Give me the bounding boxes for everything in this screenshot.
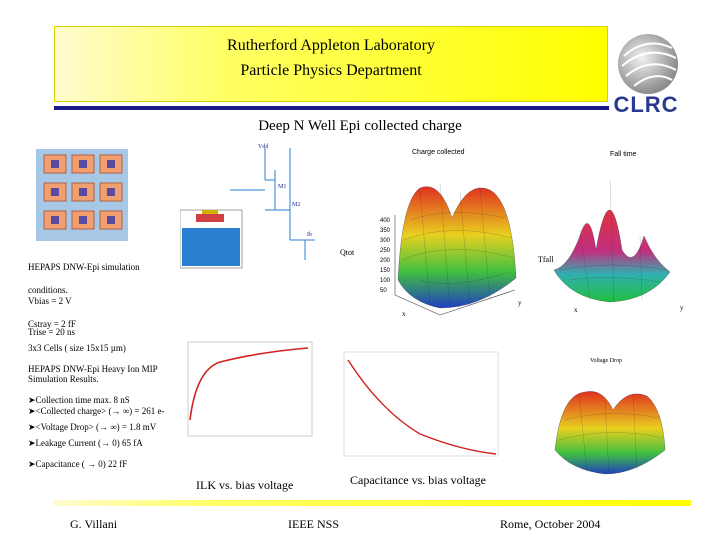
circuit-label-m2: M2 — [292, 202, 300, 208]
footer-bar — [54, 500, 691, 506]
header-banner: Rutherford Appleton Laboratory Particle … — [54, 26, 608, 102]
note-conditions: conditions. — [28, 285, 68, 295]
note-simulation: HEPAPS DNW-Epi simulation — [28, 262, 140, 272]
capacitance-curve-plot — [343, 351, 499, 457]
circuit-schematic: Vdd M1 M2 Ib — [180, 144, 315, 269]
note-voltage-drop: ➤<Voltage Drop> (→ ∞) = 1.8 mV — [28, 422, 157, 432]
note-trise: Trise = 20 ns — [28, 327, 76, 337]
ileak-caption: ILK vs. bias voltage — [196, 478, 294, 492]
fall-x-axis: x — [574, 306, 578, 314]
note-collection-time: ➤Collection time max. 8 nS — [28, 395, 130, 405]
fall-z-label: Tfall — [538, 255, 554, 264]
footer-venue: IEEE NSS — [288, 517, 339, 531]
charge-y-axis: y — [518, 299, 522, 307]
charge-x-axis: x — [402, 310, 406, 318]
voltage-plot-title: Voltage Drop — [590, 358, 623, 364]
charge-tick: 150 — [380, 268, 391, 274]
circuit-label-ib: Ib — [307, 232, 312, 238]
footer-author: G. Villani — [70, 517, 118, 531]
charge-plot-title: Charge collected — [412, 149, 465, 156]
clrc-logo: CLRC — [606, 26, 686, 118]
section-title: Deep N Well Epi collected charge — [258, 118, 462, 134]
logo-text: CLRC — [613, 92, 679, 117]
charge-tick: 300 — [380, 238, 391, 244]
fall-plot-title: Fall time — [610, 151, 637, 158]
note-collected-charge: ➤<Collected charge> (→ ∞) = 261 e- — [28, 406, 165, 416]
charge-collected-plot: Charge collected Qtot 400 350 300 250 20… — [340, 149, 522, 318]
header-subtitle: Particle Physics Department — [240, 62, 422, 79]
charge-tick: 200 — [380, 258, 391, 264]
charge-z-label: Qtot — [340, 248, 355, 257]
fall-time-plot: Fall time Tfall x y — [538, 151, 684, 314]
ileak-curve-plot — [187, 341, 313, 437]
note-cstray: Cstray = 2 fF — [28, 319, 76, 329]
note-leakage-current: ➤Leakage Current (→ 0) 65 fA — [28, 438, 143, 448]
header-title: Rutherford Appleton Laboratory — [227, 37, 435, 54]
circuit-label-vdd: Vdd — [258, 144, 268, 150]
cell-array-diagram — [30, 145, 130, 245]
note-vbias: Vbias = 2 V — [28, 296, 72, 306]
charge-tick: 100 — [380, 278, 391, 284]
clrc-globe-icon — [618, 34, 678, 94]
note-results-subheading: Simulation Results. — [28, 374, 99, 384]
note-results-heading: HEPAPS DNW-Epi Heavy Ion MIP — [28, 364, 158, 374]
circuit-label-m1: M1 — [278, 184, 286, 190]
voltage-drop-plot — [554, 391, 666, 475]
title-underline — [54, 106, 609, 110]
fall-y-axis: y — [680, 304, 684, 312]
capacitance-caption: Capacitance vs. bias voltage — [350, 473, 486, 487]
footer-location-date: Rome, October 2004 — [500, 517, 601, 531]
charge-tick: 400 — [380, 218, 391, 224]
note-cells: 3x3 Cells ( size 15x15 µm) — [28, 343, 126, 353]
charge-tick: 350 — [380, 228, 391, 234]
charge-tick: 250 — [380, 248, 391, 254]
note-capacitance: ➤Capacitance ( → 0) 22 fF — [28, 459, 128, 469]
charge-tick: 50 — [380, 288, 387, 294]
